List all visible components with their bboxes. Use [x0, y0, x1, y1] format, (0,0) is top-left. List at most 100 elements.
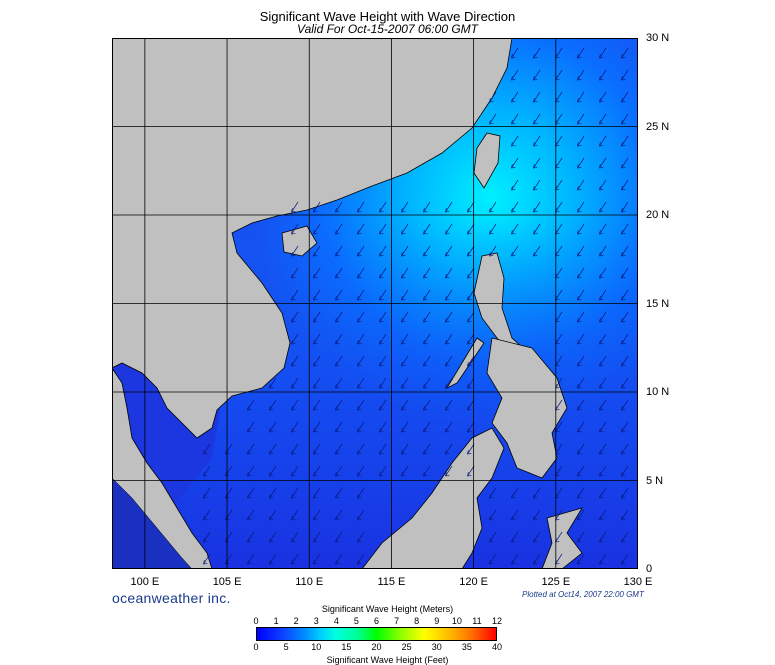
- wave-arrow: [621, 47, 629, 59]
- wave-arrow: [445, 421, 453, 433]
- wave-arrow: [291, 245, 299, 257]
- map-border: [112, 38, 638, 569]
- wave-arrow: [489, 553, 497, 565]
- meters-tick-label: 7: [394, 616, 400, 626]
- wave-arrow: [599, 399, 607, 411]
- wave-arrow: [291, 531, 299, 543]
- wave-arrow: [511, 113, 519, 125]
- wave-arrow: [599, 311, 607, 323]
- wave-arrow: [401, 289, 409, 301]
- land-sumatra: [112, 477, 193, 569]
- wave-arrow: [621, 245, 629, 257]
- wave-arrow: [511, 553, 519, 565]
- wave-arrow: [621, 553, 629, 565]
- wave-arrow: [313, 531, 321, 543]
- wave-arrow: [599, 377, 607, 389]
- wave-arrow: [313, 267, 321, 279]
- feet-tick-label: 30: [431, 642, 442, 652]
- wave-arrow: [621, 443, 629, 455]
- wave-arrow: [247, 531, 255, 543]
- wave-arrow: [621, 267, 629, 279]
- wave-arrow: [269, 531, 277, 543]
- wave-arrow: [379, 421, 387, 433]
- wave-arrow: [577, 267, 585, 279]
- wave-arrow: [599, 135, 607, 147]
- wave-arrow: [511, 487, 519, 499]
- wave-arrow: [467, 245, 475, 257]
- wave-arrow: [423, 421, 431, 433]
- wave-arrow: [577, 201, 585, 213]
- wave-arrow: [445, 201, 453, 213]
- land-taiwan: [473, 132, 501, 189]
- wave-arrow: [203, 509, 211, 521]
- wave-arrow: [313, 443, 321, 455]
- wave-height-colorbar: [256, 627, 497, 641]
- wave-arrow: [335, 333, 343, 345]
- longitude-label: 100 E: [130, 576, 160, 588]
- wave-arrow: [533, 179, 541, 191]
- wave-arrow: [577, 443, 585, 455]
- wave-arrow: [489, 531, 497, 543]
- feet-tick-label: 15: [341, 642, 352, 652]
- wave-arrow: [379, 355, 387, 367]
- wave-arrow: [577, 421, 585, 433]
- wave-arrow: [599, 289, 607, 301]
- longitude-label: 130 E: [623, 576, 653, 588]
- wave-arrow: [599, 223, 607, 235]
- wave-arrow: [379, 245, 387, 257]
- feet-tick-label: 35: [461, 642, 472, 652]
- wave-arrow: [423, 399, 431, 411]
- wave-arrow: [357, 399, 365, 411]
- wave-arrow: [379, 223, 387, 235]
- wave-arrow: [357, 531, 365, 543]
- wave-arrow: [599, 443, 607, 455]
- wave-arrow: [511, 179, 519, 191]
- longitude-label: 115 E: [377, 576, 406, 588]
- meters-tick-label: 1: [273, 616, 279, 626]
- wave-arrow: [533, 91, 541, 103]
- wave-arrow: [621, 69, 629, 81]
- wave-arrow: [467, 333, 475, 345]
- land-visayas-mindanao: [486, 337, 568, 479]
- longitude-label: 105 E: [212, 576, 242, 588]
- wave-arrow: [511, 47, 519, 59]
- wave-arrow: [445, 377, 453, 389]
- wave-arrow: [423, 267, 431, 279]
- wave-arrow: [577, 135, 585, 147]
- wave-arrow: [401, 399, 409, 411]
- wave-arrow: [291, 399, 299, 411]
- wave-arrow: [533, 47, 541, 59]
- wave-arrow: [599, 91, 607, 103]
- meters-tick-label: 8: [414, 616, 420, 626]
- wave-arrow: [401, 311, 409, 323]
- wave-arrow: [423, 223, 431, 235]
- meters-tick-label: 0: [253, 616, 259, 626]
- wave-arrow: [335, 377, 343, 389]
- wave-arrow: [533, 487, 541, 499]
- longitude-label: 120 E: [459, 576, 488, 588]
- latitude-label: 0: [646, 563, 653, 575]
- wave-arrow: [379, 377, 387, 389]
- wave-arrow: [445, 399, 453, 411]
- wave-arrow: [445, 443, 453, 455]
- wave-arrow: [401, 355, 409, 367]
- wave-arrow: [511, 509, 519, 521]
- wave-arrow: [401, 223, 409, 235]
- wave-arrow: [357, 421, 365, 433]
- wave-arrow: [577, 377, 585, 389]
- wave-arrow: [291, 487, 299, 499]
- wave-arrow: [511, 135, 519, 147]
- wave-arrow: [467, 223, 475, 235]
- wave-arrow: [467, 421, 475, 433]
- meters-tick-label: 9: [434, 616, 440, 626]
- wave-arrow: [357, 443, 365, 455]
- wave-arrow: [599, 421, 607, 433]
- colorbar-title-feet: Significant Wave Height (Feet): [326, 655, 449, 665]
- wave-arrow: [203, 487, 211, 499]
- wave-arrow: [599, 113, 607, 125]
- wave-arrow: [621, 333, 629, 345]
- wave-arrow: [445, 333, 453, 345]
- wave-arrow: [313, 245, 321, 257]
- wave-arrow: [489, 201, 497, 213]
- wave-map: [112, 38, 638, 569]
